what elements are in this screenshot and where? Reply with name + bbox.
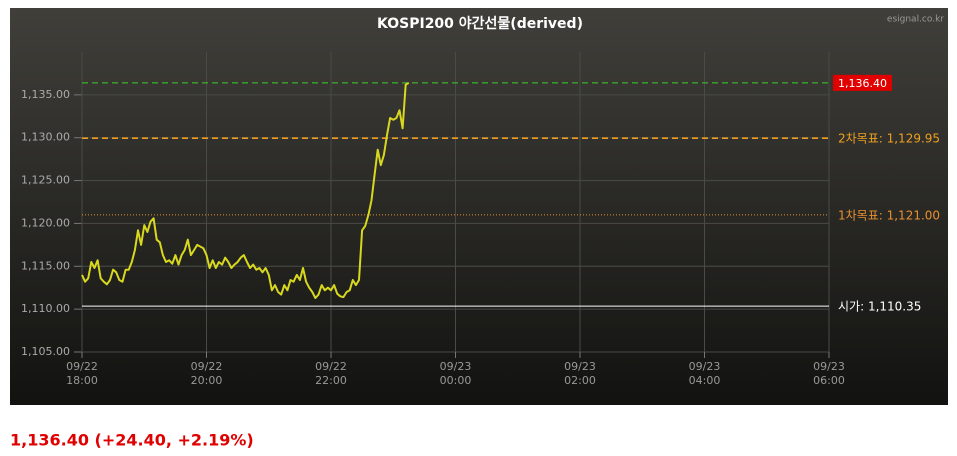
x-tick-label: 09/22 18:00 <box>66 360 98 387</box>
chart-title: KOSPI200 야간선물(derived) <box>377 15 583 32</box>
x-tick-label: 09/23 02:00 <box>564 360 596 387</box>
summary: 1,136.40 (+24.40, +2.19%) <box>10 431 254 450</box>
x-tick-label: 09/22 20:00 <box>191 360 223 387</box>
x-tick-label: 09/23 06:00 <box>813 360 845 387</box>
reference-label: 2차목표: 1,129.95 <box>838 132 940 146</box>
price-line <box>81 82 410 299</box>
y-tick-label: 1,115.00 <box>21 259 70 272</box>
panel <box>10 8 948 405</box>
y-tick-label: 1,105.00 <box>21 345 70 358</box>
y-tick-label: 1,110.00 <box>21 302 70 315</box>
x-tick-label: 09/22 22:00 <box>315 360 347 387</box>
reference-label-box <box>833 74 892 91</box>
watermark: esignal.co.kr <box>887 15 944 25</box>
reference-label: 1,136.40 <box>838 77 887 90</box>
y-tick-label: 1,130.00 <box>21 131 70 144</box>
reference-label: 1차목표: 1,121.00 <box>838 208 940 222</box>
y-tick-label: 1,125.00 <box>21 174 70 187</box>
x-tick-label: 09/23 04:00 <box>689 360 721 387</box>
y-tick-label: 1,120.00 <box>21 216 70 229</box>
y-tick-label: 1,135.00 <box>21 88 70 101</box>
reference-label: 시가: 1,110.35 <box>838 300 921 314</box>
x-tick-label: 09/23 00:00 <box>440 360 472 387</box>
